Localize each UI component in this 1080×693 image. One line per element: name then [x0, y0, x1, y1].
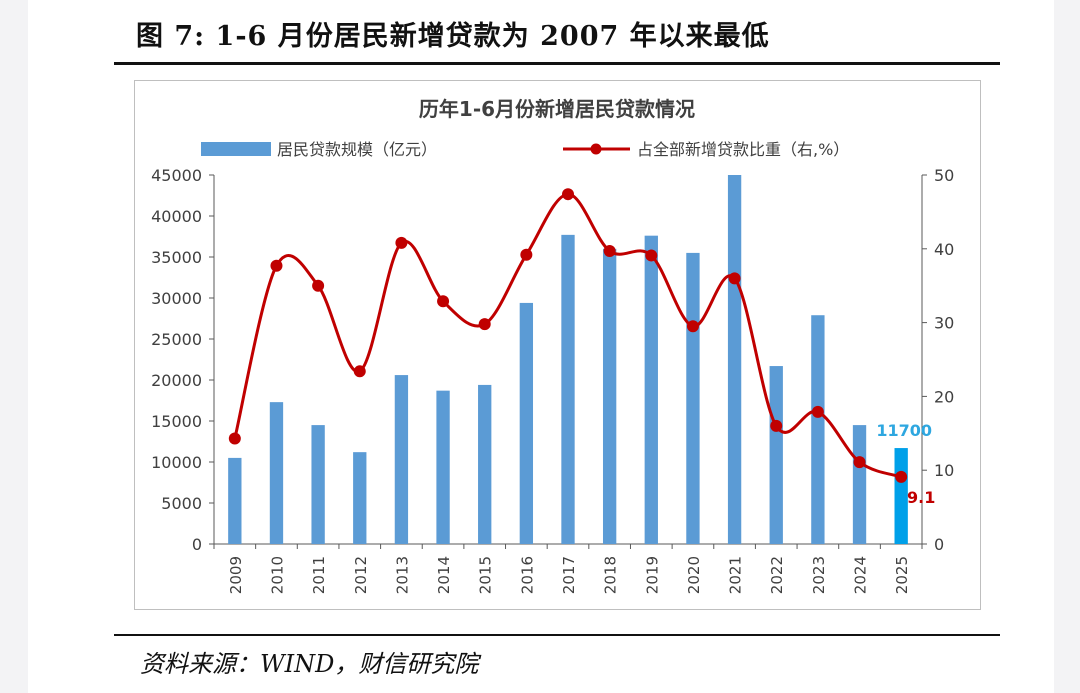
right-tick-label: 0 [934, 535, 944, 554]
share-point-2013 [395, 236, 408, 249]
left-tick-label: 15000 [151, 412, 202, 431]
share-point-2012 [353, 365, 366, 378]
left-tick-label: 40000 [151, 207, 202, 226]
source-note: 资料来源：WIND，财信研究院 [140, 650, 479, 678]
line-last-data-label: 9.1 [907, 488, 935, 507]
x-tick-label-2020: 2020 [685, 556, 703, 594]
left-tick-label: 10000 [151, 453, 202, 472]
bar-2022 [769, 366, 783, 544]
legend-line-label: 占全部新增贷款比重（右,%） [637, 140, 849, 159]
bar-2012 [353, 452, 367, 544]
x-tick-label-2009: 2009 [227, 556, 245, 594]
share-point-2014 [437, 295, 450, 308]
x-tick-label-2024: 2024 [852, 556, 870, 594]
bar-last-data-label: 11700 [876, 421, 932, 440]
left-tick-label: 30000 [151, 289, 202, 308]
share-point-2019 [645, 249, 658, 262]
x-tick-label-2014: 2014 [435, 556, 453, 594]
left-tick-label: 0 [192, 535, 202, 554]
bar-2015 [478, 384, 492, 544]
share-point-2009 [228, 432, 241, 445]
bar-2018 [602, 248, 617, 545]
share-point-2017 [562, 188, 574, 201]
bar-2021 [727, 175, 742, 544]
legend: 居民贷款规模（亿元） 占全部新增贷款比重（右,%） [201, 140, 849, 159]
legend-bar-label: 居民贷款规模（亿元） [277, 140, 437, 159]
right-tick-label: 40 [934, 240, 954, 259]
left-tick-label: 35000 [151, 248, 202, 267]
bar-2009 [228, 457, 242, 544]
x-tick-label-2019: 2019 [643, 556, 661, 594]
x-tick-label-2022: 2022 [768, 556, 786, 594]
right-tick-label: 10 [934, 461, 954, 480]
bar-2024 [852, 425, 867, 544]
left-tick-label: 5000 [161, 494, 202, 513]
share-point-2010 [270, 259, 283, 272]
x-tick-label-2023: 2023 [810, 556, 828, 594]
x-tick-label-2018: 2018 [602, 556, 620, 594]
bar-2016 [519, 302, 534, 544]
left-tick-label: 20000 [151, 371, 202, 390]
share-point-2024 [853, 456, 866, 469]
x-tick-label-2012: 2012 [352, 556, 370, 594]
bar-2017 [561, 234, 575, 545]
share-point-2022 [770, 419, 783, 432]
top-rule [114, 62, 1000, 65]
share-point-2016 [520, 248, 533, 261]
page-margin-right [1054, 0, 1080, 693]
bar-2019 [644, 235, 658, 544]
chart-title: 历年1-6月份新增居民贷款情况 [419, 97, 695, 121]
x-tick-label-2013: 2013 [393, 556, 411, 594]
x-tick-label-2016: 2016 [518, 556, 536, 594]
share-point-2018 [603, 245, 616, 258]
share-point-2020 [686, 320, 699, 333]
bar-2013 [394, 375, 409, 544]
page-margin-left [0, 0, 28, 693]
bar-2014 [436, 390, 450, 544]
bar-2010 [269, 402, 284, 544]
chart-frame: 历年1-6月份新增居民贷款情况居民贷款规模（亿元） 占全部新增贷款比重（右,%） 0… [134, 80, 981, 610]
bar-2020 [686, 252, 700, 544]
right-tick-label: 30 [934, 314, 954, 333]
share-point-2023 [811, 405, 824, 418]
right-tick-label: 50 [934, 166, 954, 185]
share-point-2021 [728, 272, 741, 285]
bar-2025 [894, 448, 908, 544]
x-tick-label-2017: 2017 [560, 556, 578, 594]
x-tick-label-2021: 2021 [727, 556, 745, 594]
figure-title: 图 7: 1-6 月份居民新增贷款为 2007 年以来最低 [136, 21, 770, 52]
x-tick-label-2010: 2010 [268, 556, 286, 594]
left-tick-label: 45000 [151, 166, 202, 185]
share-point-2025 [895, 470, 908, 483]
x-tick-label-2015: 2015 [477, 556, 495, 594]
bar-2011 [311, 425, 325, 544]
right-tick-label: 20 [934, 387, 954, 406]
bar-2023 [811, 315, 825, 544]
left-tick-label: 25000 [151, 330, 202, 349]
x-tick-label-2025: 2025 [893, 556, 911, 594]
share-point-2015 [478, 318, 491, 331]
legend-line-marker [590, 143, 602, 155]
legend-bar-swatch [201, 142, 271, 156]
x-tick-label-2011: 2011 [310, 556, 328, 594]
share-point-2011 [312, 279, 325, 292]
bottom-rule [114, 634, 1000, 636]
